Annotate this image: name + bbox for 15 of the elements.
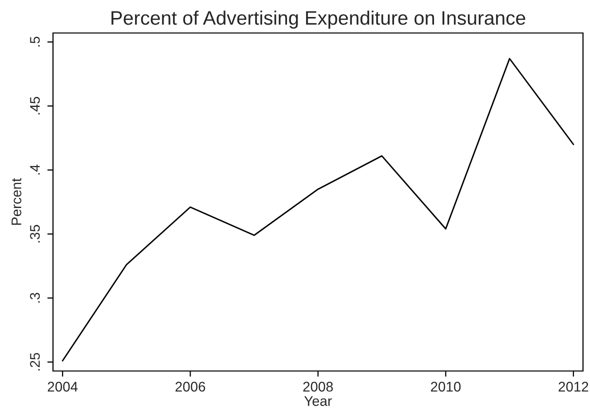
- y-tick-label: .25: [30, 352, 40, 370]
- x-tick-label: 2012: [558, 382, 588, 392]
- line-series: [62, 58, 574, 362]
- y-tick-label: .5: [30, 36, 40, 46]
- y-tick-label: .4: [30, 164, 40, 175]
- x-tick-label: 2006: [176, 382, 206, 392]
- chart-title: Percent of Advertising Expenditure on Insurance: [112, 10, 526, 29]
- y-tick-label: .3: [30, 292, 40, 303]
- y-axis-title: Percent: [12, 178, 22, 225]
- y-tick-label: .45: [30, 96, 40, 114]
- y-tick-label: .35: [30, 224, 40, 242]
- x-tick-label: 2008: [303, 382, 333, 392]
- x-tick-label: 2010: [430, 382, 461, 392]
- x-tick-label: 2004: [48, 382, 78, 392]
- x-axis-title: Year: [304, 396, 332, 406]
